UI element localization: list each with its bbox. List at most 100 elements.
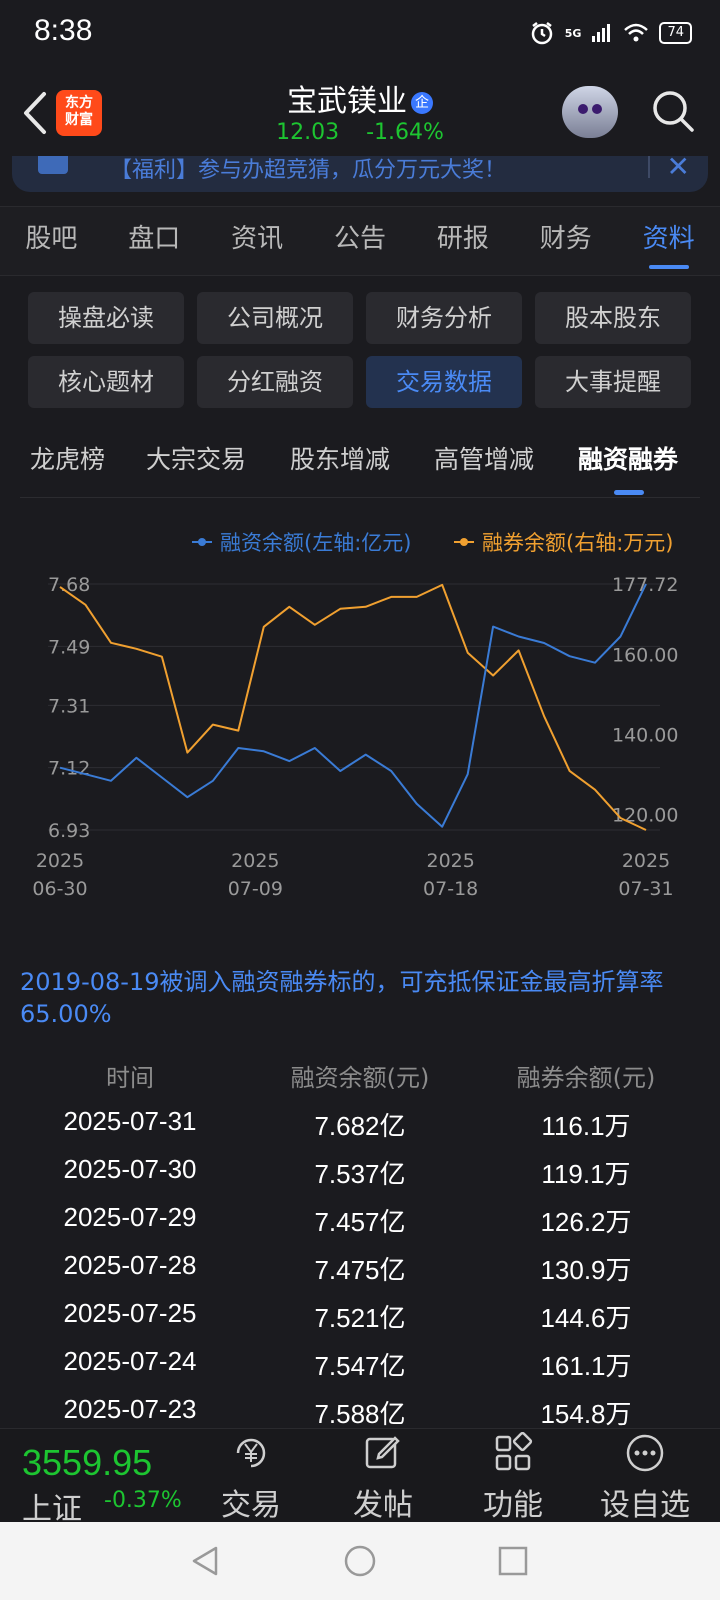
- column-header-financing: 融资余额(元): [290, 1064, 430, 1092]
- subtab-events[interactable]: 大事提醒: [535, 356, 691, 408]
- cell-date: 2025-07-31: [63, 1106, 197, 1136]
- nav-add-watchlist-label: 设自选: [600, 1488, 690, 1523]
- edit-icon: [365, 1436, 400, 1469]
- stock-title: 宝武镁业企: [0, 76, 720, 120]
- column-header-short: 融券余额(元): [516, 1064, 656, 1092]
- network-label: 5G: [564, 26, 582, 40]
- cell-short: 144.6万: [540, 1303, 632, 1333]
- x-tick-date: 06-30: [32, 878, 87, 900]
- tab-announcements[interactable]: 公告: [334, 224, 387, 254]
- enterprise-badge: 企: [411, 91, 433, 114]
- signal-icon: [592, 24, 611, 42]
- nav-trade-label: 交易: [221, 1488, 281, 1523]
- nav-functions[interactable]: 功能: [458, 1431, 568, 1524]
- tab-news[interactable]: 资讯: [231, 224, 284, 254]
- cell-date: 2025-07-25: [63, 1298, 197, 1328]
- tab-pankou[interactable]: 盘口: [128, 224, 181, 254]
- grid-icon: [495, 1431, 533, 1471]
- y-left-tick-label: 7.12: [48, 758, 90, 780]
- x-tick-year: 2025: [426, 850, 474, 872]
- cell-financing: 7.521亿: [314, 1303, 406, 1333]
- nav-add-watchlist[interactable]: 设自选: [590, 1432, 700, 1524]
- tab-block-trade[interactable]: 大宗交易: [146, 445, 247, 474]
- legend-short-dot: [460, 538, 468, 546]
- close-icon[interactable]: ✕: [666, 156, 690, 183]
- index-value[interactable]: 3559.95: [22, 1442, 153, 1483]
- y-left-tick-label: 6.93: [48, 820, 90, 842]
- nav-functions-label: 功能: [483, 1488, 543, 1523]
- back-arrow-icon[interactable]: [16, 88, 56, 138]
- subtab-financial-analysis[interactable]: 财务分析: [366, 292, 522, 344]
- legend-financing-label: 融资余额(左轴:亿元): [220, 531, 411, 555]
- x-tick-year: 2025: [36, 850, 84, 872]
- stock-name: 宝武镁业: [287, 84, 407, 119]
- nav-post[interactable]: 发帖: [328, 1432, 438, 1524]
- nav-post-label: 发帖: [353, 1488, 413, 1523]
- subtab-dividends[interactable]: 分红融资: [197, 356, 353, 408]
- margin-chart: 融资余额(左轴:亿元) 融券余额(右轴:万元) 7.68 7.49 7.31 7.12…: [32, 531, 678, 900]
- index-name: 上证: [22, 1492, 82, 1527]
- cell-financing: 7.682亿: [314, 1111, 406, 1141]
- promo-banner[interactable]: 【福利】参与办超竞猜，瓜分万元大奖！ ✕: [12, 156, 708, 192]
- subtab-core-themes[interactable]: 核心题材: [28, 356, 184, 408]
- y-right-tick-label: 140.00: [612, 725, 678, 747]
- cell-date: 2025-07-24: [63, 1346, 197, 1376]
- legend-short-label: 融券余额(右轴:万元): [482, 531, 673, 555]
- cell-financing: 7.457亿: [314, 1207, 406, 1237]
- cell-short: 130.9万: [540, 1255, 632, 1285]
- stock-change-pct: -1.64%: [366, 120, 444, 145]
- system-back-icon[interactable]: [188, 1544, 222, 1578]
- subtab-company-overview[interactable]: 公司概况: [197, 292, 353, 344]
- cell-short: 161.1万: [540, 1351, 632, 1381]
- x-tick-date: 07-18: [423, 878, 478, 900]
- system-nav-bar: [0, 1522, 720, 1600]
- x-tick-date: 07-31: [618, 878, 673, 900]
- divider: [20, 497, 700, 498]
- y-left-tick-label: 7.31: [48, 695, 90, 717]
- x-tick-date: 07-09: [228, 878, 283, 900]
- banner-text: 【福利】参与办超竞猜，瓜分万元大奖！: [110, 158, 507, 183]
- system-recents-icon[interactable]: [496, 1544, 530, 1578]
- tab-margin-trading[interactable]: 融资融券: [578, 445, 679, 474]
- cell-financing: 7.537亿: [314, 1159, 406, 1189]
- battery-indicator: 74: [659, 22, 692, 44]
- subtab-must-read[interactable]: 操盘必读: [28, 292, 184, 344]
- logo-text-top: 东方: [65, 95, 93, 111]
- status-bar: 8:38 5G 74: [0, 0, 720, 64]
- cell-short: 116.1万: [541, 1111, 631, 1141]
- y-right-tick-label: 160.00: [612, 645, 678, 667]
- active-tab-indicator: [614, 490, 644, 495]
- alarm-icon: [531, 22, 553, 45]
- financing-balance-line: [59, 583, 647, 828]
- search-icon[interactable]: [650, 88, 696, 134]
- tab-research[interactable]: 研报: [436, 224, 489, 254]
- banner-divider: [648, 156, 650, 178]
- legend-financing-dot: [198, 538, 206, 546]
- margin-eligibility-note: 2019-08-19被调入融资融券标的，可充抵保证金最高折算率65.00%: [20, 968, 664, 1028]
- bottom-bar: [0, 1428, 720, 1523]
- system-home-icon[interactable]: [343, 1544, 377, 1578]
- tab-dragon-tiger[interactable]: 龙虎榜: [30, 445, 106, 474]
- x-tick-year: 2025: [231, 850, 279, 872]
- more-icon: [626, 1434, 664, 1472]
- cell-financing: 7.475亿: [314, 1255, 406, 1285]
- subtab-shareholders[interactable]: 股本股东: [535, 292, 691, 344]
- assistant-robot-icon[interactable]: [562, 86, 618, 138]
- status-icons: 5G 74: [529, 20, 692, 46]
- y-right-tick-label: 120.00: [612, 804, 678, 826]
- tab-finance[interactable]: 财务: [539, 224, 592, 254]
- tab-guba[interactable]: 股吧: [25, 224, 78, 254]
- tab-exec-change[interactable]: 高管增减: [434, 445, 535, 474]
- logo-text-bottom: 财富: [65, 112, 93, 128]
- cell-short: 126.2万: [540, 1207, 632, 1237]
- nav-trade[interactable]: 交易: [196, 1432, 306, 1524]
- tab-profile[interactable]: 资料: [617, 207, 720, 275]
- cell-date: 2025-07-30: [63, 1154, 197, 1184]
- cell-short: 119.1万: [541, 1159, 631, 1189]
- cell-financing: 7.547亿: [314, 1351, 406, 1381]
- yen-circle-icon: [236, 1438, 266, 1468]
- cell-date: 2025-07-28: [63, 1250, 197, 1280]
- megaphone-icon: [38, 156, 68, 174]
- tab-holder-change[interactable]: 股东增减: [290, 445, 391, 474]
- subtab-trading-data[interactable]: 交易数据: [366, 356, 522, 408]
